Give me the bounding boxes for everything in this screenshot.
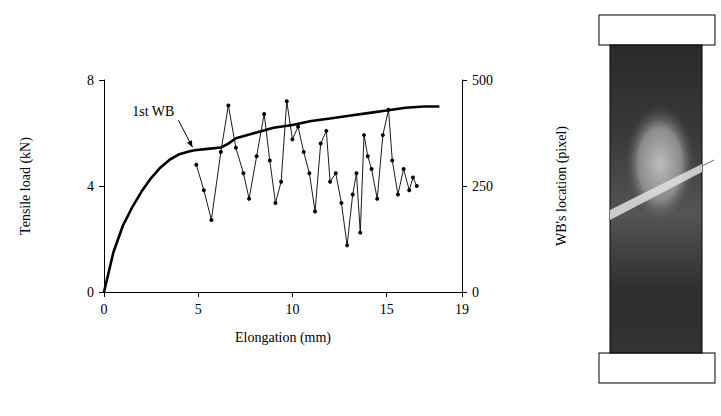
svg-text:500: 500 — [472, 73, 493, 88]
svg-text:10: 10 — [285, 302, 299, 317]
svg-text:19: 19 — [455, 302, 469, 317]
svg-text:Elongation (mm): Elongation (mm) — [235, 330, 331, 346]
svg-text:8: 8 — [87, 73, 94, 88]
svg-text:250: 250 — [472, 179, 493, 194]
svg-text:0: 0 — [87, 285, 94, 300]
svg-text:5: 5 — [195, 302, 202, 317]
svg-text:1st WB: 1st WB — [132, 104, 174, 119]
svg-text:4: 4 — [87, 179, 94, 194]
svg-text:WB's location (pixel): WB's location (pixel) — [554, 126, 570, 246]
svg-text:0: 0 — [472, 285, 479, 300]
svg-text:15: 15 — [380, 302, 394, 317]
svg-text:0: 0 — [101, 302, 108, 317]
svg-text:Tensile load (kN): Tensile load (kN) — [18, 137, 34, 235]
